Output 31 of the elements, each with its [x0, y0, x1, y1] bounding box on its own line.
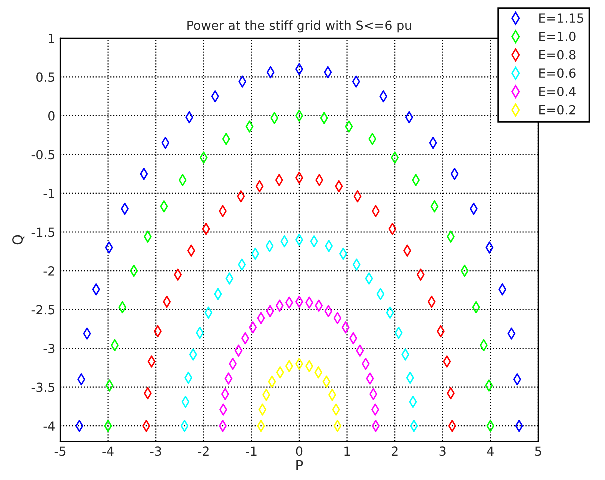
- x-tick-label: 0: [296, 446, 303, 456]
- legend-label: E=0.8: [540, 50, 576, 60]
- x-tick-label: 3: [440, 446, 446, 456]
- y-tick-label: -2: [44, 266, 54, 276]
- legend-label: E=0.2: [540, 105, 576, 115]
- legend-label: E=1.0: [540, 32, 576, 42]
- y-tick-label: -1: [44, 189, 54, 198]
- legend-label: E=1.15: [540, 14, 584, 24]
- x-tick-label: 1: [344, 446, 350, 456]
- x-tick-label: -4: [102, 446, 114, 456]
- y-tick-label: -2.5: [32, 305, 55, 315]
- legend-label: E=0.6: [540, 68, 576, 78]
- x-tick-label: -2: [198, 446, 209, 456]
- y-tick-label: -0.5: [32, 150, 55, 160]
- y-tick-label: -4: [44, 422, 55, 431]
- x-tick-label: 4: [487, 446, 494, 456]
- legend-label: E=0.4: [540, 86, 576, 96]
- y-tick-label: -3.5: [32, 382, 55, 392]
- y-axis-title: Q: [12, 235, 25, 245]
- y-tick-label: 0: [48, 111, 55, 121]
- y-tick-label: 0.5: [36, 72, 55, 82]
- chart-title: Power at the stiff grid with S<=6 pu: [188, 20, 412, 33]
- x-tick-label: -5: [54, 446, 66, 456]
- x-tick-label: 2: [392, 446, 398, 456]
- x-axis-title: P: [296, 460, 304, 470]
- x-tick-label: -3: [150, 446, 162, 456]
- x-tick-label: -1: [246, 446, 257, 456]
- y-tick-label: -3: [44, 344, 55, 354]
- y-tick-label: -1.5: [32, 228, 55, 238]
- y-tick-label: 1: [49, 34, 54, 44]
- x-tick-label: 5: [535, 446, 542, 456]
